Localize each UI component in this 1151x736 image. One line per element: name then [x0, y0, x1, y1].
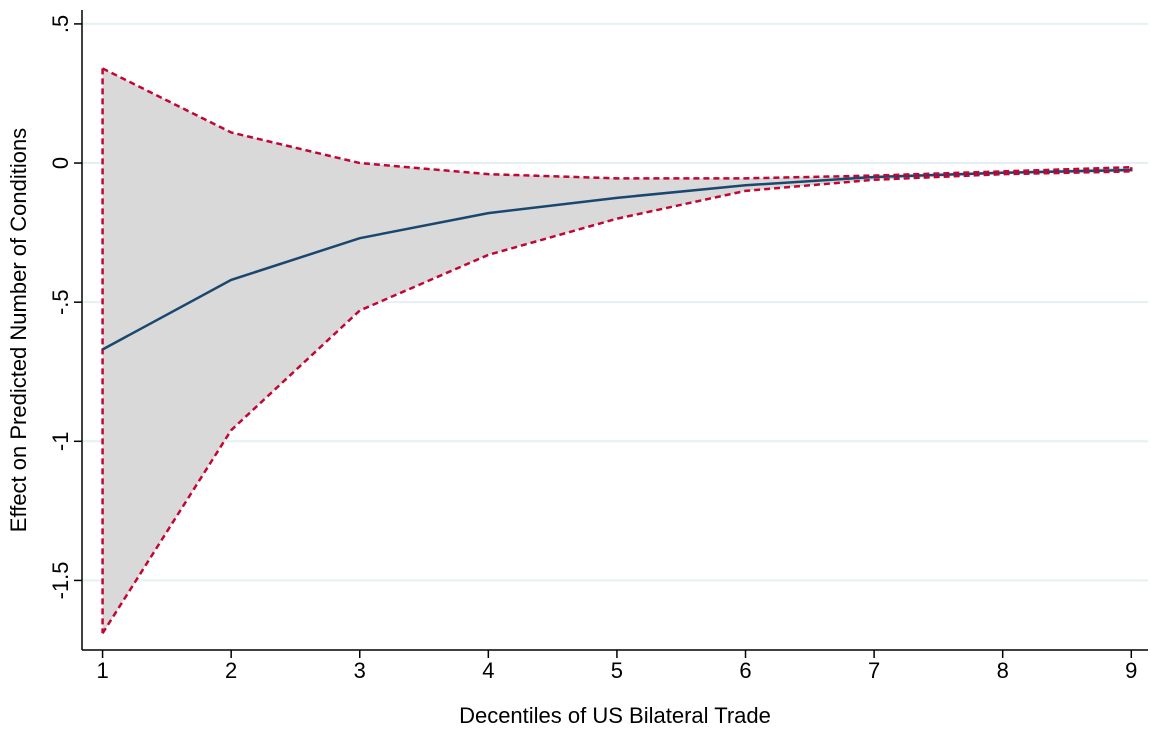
x-tick-label: 1 — [96, 658, 108, 683]
x-tick-label: 9 — [1125, 658, 1137, 683]
estimate-line — [101, 168, 1132, 351]
y-tick-label: -1.5 — [48, 561, 73, 599]
y-tick-label: 0 — [48, 157, 73, 169]
y-tick-label: -1 — [48, 432, 73, 452]
ci-upper-line — [102, 67, 1132, 180]
x-tick-label: 4 — [482, 658, 494, 683]
x-axis-label: Decentiles of US Bilateral Trade — [459, 703, 771, 728]
ci-band — [102, 68, 1132, 634]
y-tick-label: -.5 — [48, 289, 73, 315]
x-tick-label: 5 — [611, 658, 623, 683]
x-tick-label: 6 — [739, 658, 751, 683]
x-tick-label: 3 — [354, 658, 366, 683]
y-tick-label: .5 — [48, 15, 73, 33]
x-tick-label: 8 — [997, 658, 1009, 683]
x-tick-label: 2 — [225, 658, 237, 683]
y-axis-label: Effect on Predicted Number of Conditions — [6, 128, 31, 532]
x-tick-label: 7 — [868, 658, 880, 683]
